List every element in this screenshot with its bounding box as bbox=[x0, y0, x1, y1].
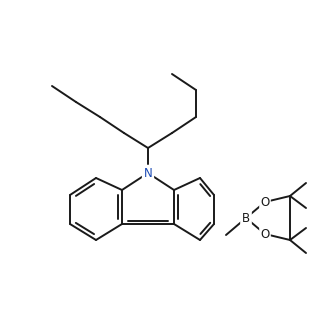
Text: N: N bbox=[144, 166, 152, 180]
Text: O: O bbox=[260, 228, 270, 241]
Text: B: B bbox=[242, 212, 250, 225]
Text: O: O bbox=[260, 196, 270, 209]
